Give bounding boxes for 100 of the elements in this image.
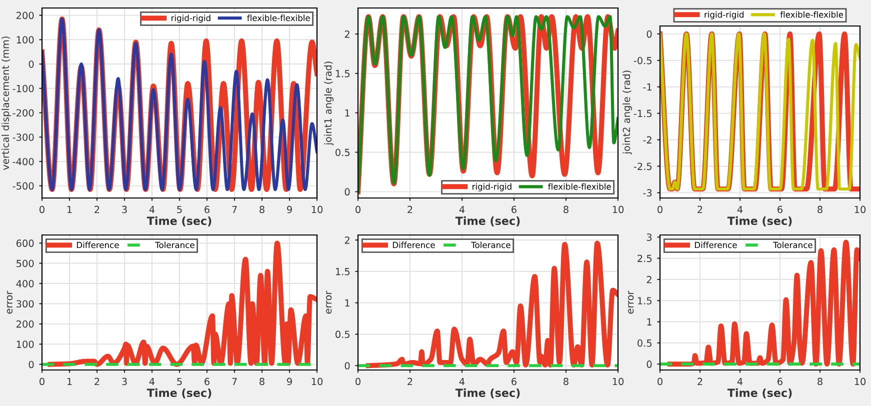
y-tick-label: 1 bbox=[345, 109, 350, 117]
x-tick-label: 4 bbox=[149, 378, 155, 386]
legend-label: rigid-rigid bbox=[472, 183, 512, 192]
x-tick-label: 0 bbox=[356, 206, 360, 214]
y-tick-label: -2.5 bbox=[634, 162, 652, 170]
legend-label: flexible-flexible bbox=[780, 11, 844, 18]
y-tick-label: -200 bbox=[12, 109, 34, 117]
x-tick-label: 8 bbox=[260, 206, 264, 214]
y-tick-label: 0 bbox=[646, 30, 652, 38]
y-axis-title: error bbox=[628, 290, 634, 314]
y-tick-label: 200 bbox=[16, 320, 34, 328]
x-tick-label: 9 bbox=[287, 206, 292, 214]
x-tick-label: 0 bbox=[356, 378, 360, 386]
y-axis-title: error bbox=[6, 290, 13, 314]
y-tick-label: -1 bbox=[643, 83, 652, 91]
y-tick-label: -300 bbox=[12, 134, 34, 141]
x-tick-label: 3 bbox=[122, 206, 127, 214]
y-tick-label: -100 bbox=[12, 84, 34, 92]
y-axis-title: error bbox=[326, 290, 332, 314]
y-axis-title: joint2 angle (rad) bbox=[622, 70, 632, 154]
x-tick-label: 7 bbox=[232, 206, 237, 214]
x-tick-label: 2 bbox=[698, 206, 702, 214]
y-tick-label: 0 bbox=[28, 360, 34, 368]
x-tick-label: 5 bbox=[177, 378, 182, 386]
y-tick-label: -1.5 bbox=[634, 110, 652, 118]
x-tick-label: 6 bbox=[512, 206, 516, 214]
legend-label: Tolerance bbox=[155, 242, 194, 248]
x-tick-label: 0 bbox=[40, 206, 44, 214]
x-tick-label: 7 bbox=[232, 378, 237, 386]
x-tick-label: 8 bbox=[818, 206, 822, 214]
legend-label: Tolerance bbox=[773, 242, 812, 248]
y-tick-label: -3 bbox=[643, 189, 652, 197]
x-tick-label: 9 bbox=[287, 378, 292, 386]
x-tick-label: 10 bbox=[312, 378, 323, 386]
x-tick-label: 5 bbox=[177, 206, 182, 214]
x-tick-label: 2 bbox=[408, 378, 412, 386]
y-tick-label: 100 bbox=[16, 340, 34, 348]
y-axis-title: vertical displacement (mm) bbox=[2, 36, 11, 170]
x-tick-label: 2 bbox=[698, 378, 702, 386]
y-tick-label: -500 bbox=[12, 182, 34, 190]
y-tick-label: 1.5 bbox=[638, 297, 652, 304]
x-tick-label: 4 bbox=[737, 206, 743, 214]
x-tick-label: 10 bbox=[612, 378, 624, 386]
x-tick-label: 8 bbox=[564, 206, 568, 214]
legend-label: Difference bbox=[392, 242, 435, 248]
x-tick-label: 3 bbox=[122, 378, 127, 386]
x-tick-label: 0 bbox=[658, 206, 662, 214]
y-tick-label: 0.5 bbox=[336, 330, 350, 338]
y-tick-label: -0.5 bbox=[634, 56, 652, 64]
x-tick-label: 4 bbox=[459, 378, 465, 386]
y-tick-label: 1.5 bbox=[336, 70, 350, 78]
y-tick-label: 300 bbox=[16, 300, 34, 308]
x-tick-label: 6 bbox=[778, 206, 782, 214]
x-tick-label: 4 bbox=[459, 206, 465, 214]
y-axis-title: joint1 angle (rad) bbox=[324, 62, 334, 146]
y-tick-label: 500 bbox=[16, 260, 34, 268]
legend-label: Difference bbox=[76, 242, 119, 248]
y-tick-label: 100 bbox=[16, 36, 34, 44]
legend-label: flexible-flexible bbox=[247, 14, 310, 22]
x-tick-label: 10 bbox=[312, 206, 323, 214]
x-tick-label: 6 bbox=[204, 206, 210, 214]
x-tick-label: 6 bbox=[778, 378, 782, 386]
x-tick-label: 1 bbox=[67, 206, 72, 214]
legend-label: Tolerance bbox=[471, 242, 510, 248]
x-axis-title: Time (sec) bbox=[455, 216, 520, 226]
y-tick-label: 2 bbox=[344, 30, 350, 38]
x-tick-label: 4 bbox=[149, 206, 155, 214]
x-tick-label: 8 bbox=[260, 378, 264, 386]
x-tick-label: 0 bbox=[658, 378, 662, 386]
y-tick-label: 0 bbox=[646, 360, 652, 368]
y-tick-label: 1 bbox=[345, 299, 350, 307]
x-tick-label: 4 bbox=[737, 378, 743, 386]
y-tick-label: 0.5 bbox=[638, 339, 652, 347]
x-axis-title: Time (sec) bbox=[146, 216, 212, 226]
legend-label: Difference bbox=[694, 242, 737, 248]
y-tick-label: 1.5 bbox=[336, 268, 350, 276]
y-tick-label: -400 bbox=[12, 158, 34, 166]
x-tick-label: 8 bbox=[818, 378, 822, 386]
x-tick-label: 10 bbox=[612, 206, 624, 214]
y-tick-label: 0 bbox=[344, 362, 350, 370]
y-tick-label: 2 bbox=[344, 236, 350, 244]
x-axis-title: Time (sec) bbox=[146, 388, 212, 398]
x-tick-label: 0 bbox=[40, 378, 44, 386]
legend-label: flexible-flexible bbox=[548, 183, 611, 190]
y-tick-label: -2 bbox=[643, 136, 652, 144]
x-axis-title: Time (sec) bbox=[727, 216, 792, 226]
y-tick-label: 0 bbox=[344, 188, 350, 196]
x-tick-label: 10 bbox=[854, 206, 866, 214]
y-tick-label: 2.5 bbox=[638, 254, 652, 262]
legend-label: rigid-rigid bbox=[172, 14, 210, 23]
y-tick-label: 200 bbox=[16, 12, 34, 20]
x-tick-label: 10 bbox=[854, 378, 866, 386]
x-tick-label: 6 bbox=[512, 378, 516, 386]
x-axis-title: Time (sec) bbox=[727, 388, 792, 398]
y-tick-label: 0.5 bbox=[336, 148, 350, 156]
y-tick-label: 1 bbox=[647, 318, 652, 326]
x-axis-title: Time (sec) bbox=[455, 388, 520, 398]
y-tick-label: 3 bbox=[646, 234, 652, 241]
y-tick-label: 2 bbox=[646, 276, 652, 284]
y-tick-label: 600 bbox=[16, 240, 34, 247]
